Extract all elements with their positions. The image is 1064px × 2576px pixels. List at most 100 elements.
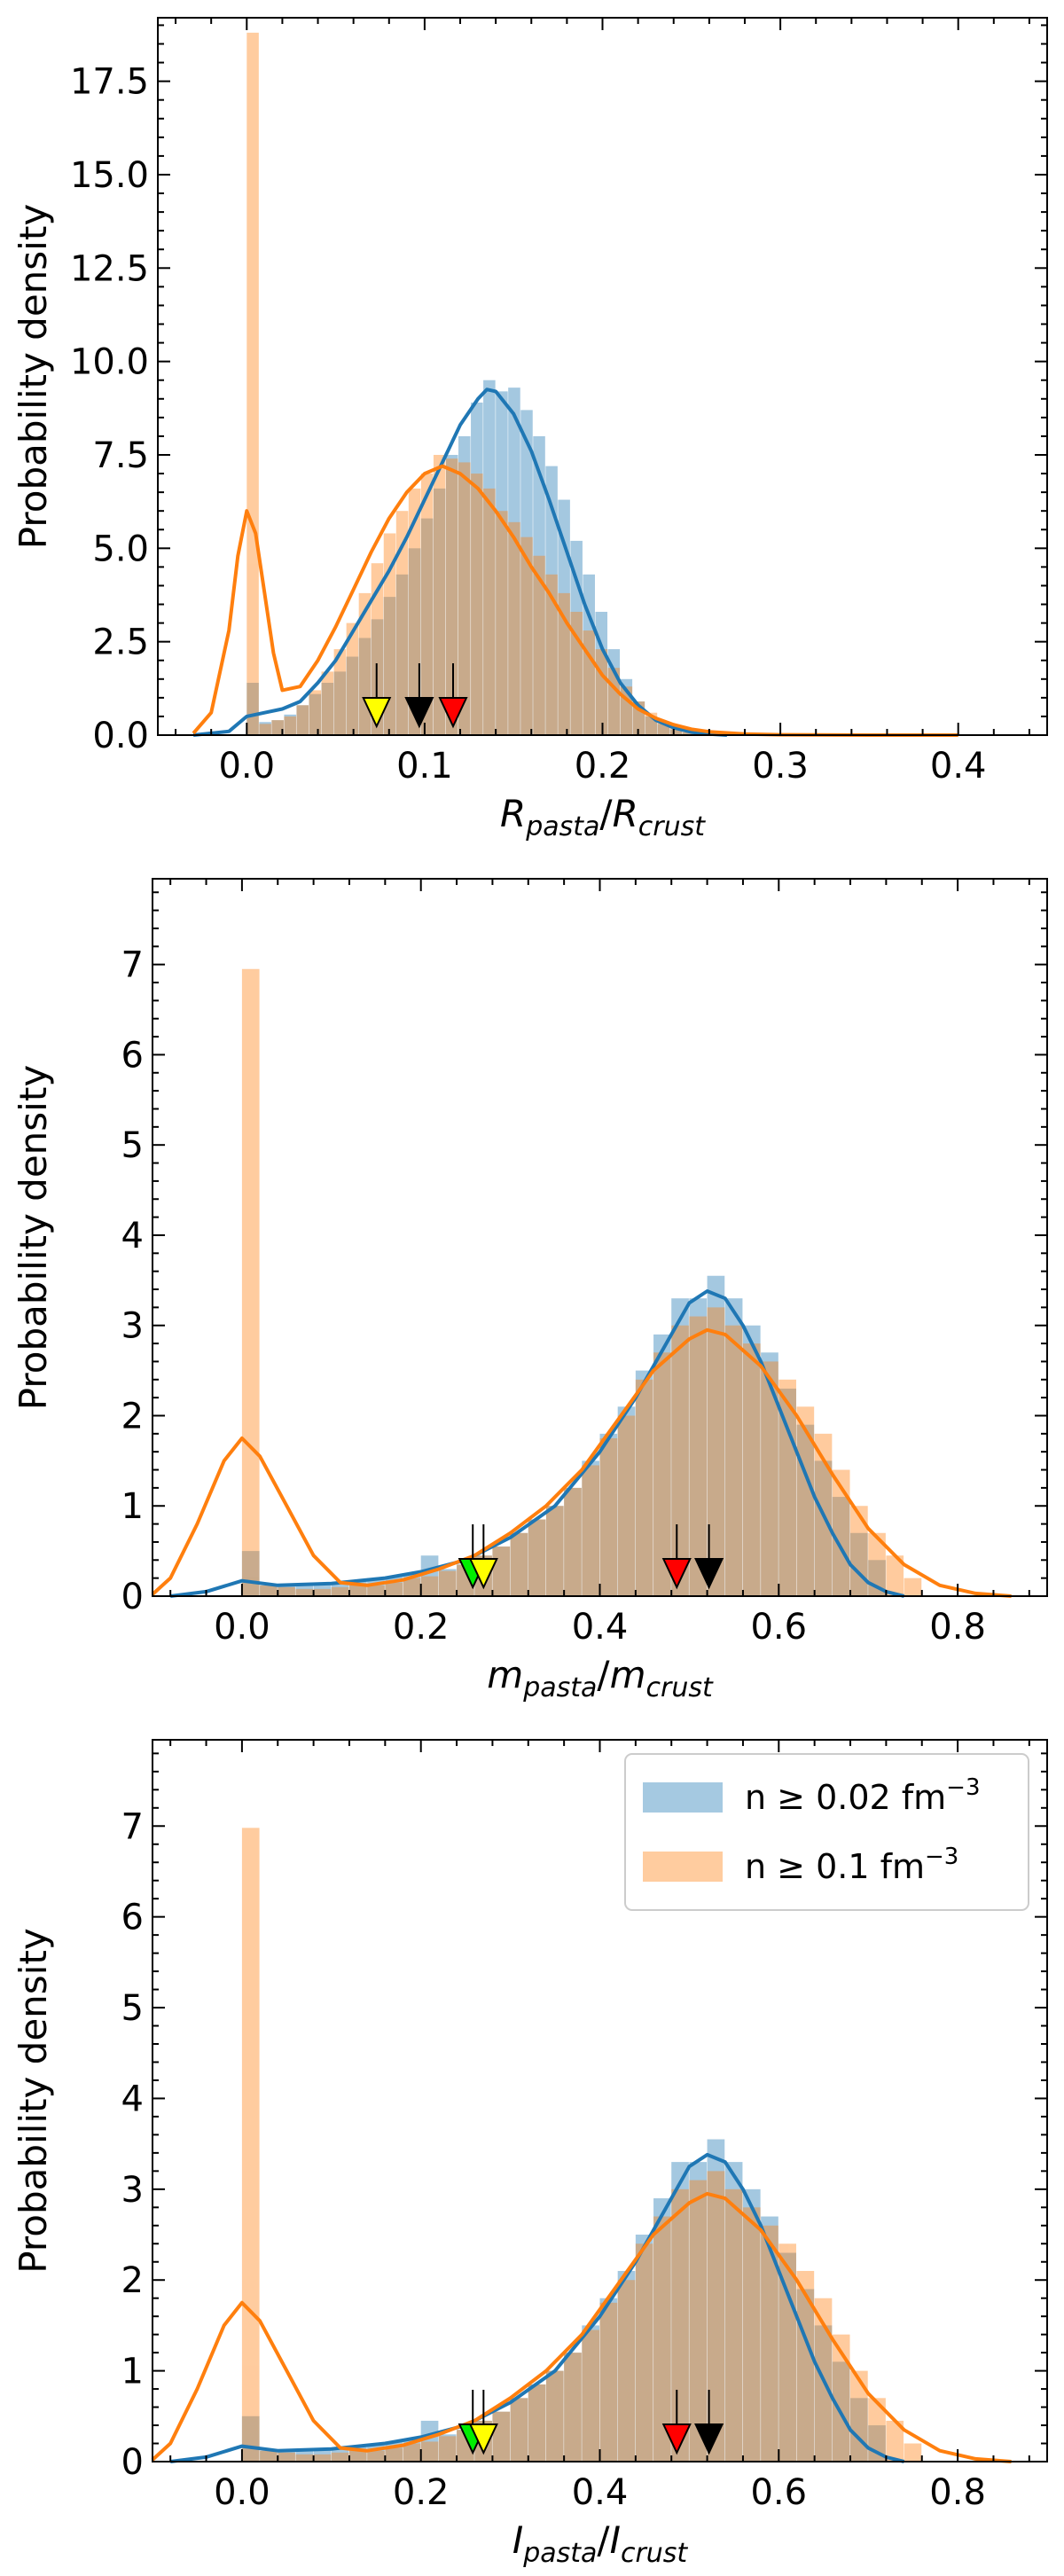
y-tick-label: 1 (121, 2352, 144, 2392)
histogram-bar (278, 2452, 295, 2462)
y-tick-label: 6 (121, 1898, 144, 1938)
histogram-bar (868, 2425, 886, 2462)
histogram-bar (367, 2450, 385, 2462)
legend-label: n ≥ 0.02 fm−3 (745, 1774, 981, 1817)
kde-curve-2 (151, 2191, 1012, 2463)
x-axis-label-part: R (613, 792, 638, 835)
legend-label: n ≥ 0.1 fm−3 (745, 1844, 958, 1886)
x-axis-label: mpasta/mcrust (487, 1653, 714, 1703)
legend-box (624, 1753, 1029, 1911)
histogram-bar (599, 2302, 618, 2462)
histogram-bar (671, 2188, 689, 2462)
y-axis-label: Probability density (12, 1928, 55, 2273)
histogram-bar (260, 2450, 278, 2462)
histogram-bar (278, 1584, 295, 1596)
x-axis-label-subscript: crust (638, 811, 706, 842)
histogram-bar (510, 2398, 528, 2462)
histogram-bar (271, 720, 284, 735)
x-tick-label: 0.0 (218, 746, 275, 787)
histogram-bar (510, 1532, 528, 1596)
histogram-bar (331, 2447, 349, 2462)
histogram-bar (433, 488, 446, 735)
x-tick-label: 0.8 (929, 1607, 986, 1648)
histogram-bar (761, 2225, 778, 2462)
y-tick-label: 5 (121, 1125, 144, 1166)
histogram-bar (246, 683, 259, 735)
histogram-bar (295, 1585, 314, 1596)
histogram-bar (671, 1325, 689, 1596)
histogram-bar (533, 555, 545, 735)
histogram-bar (635, 1370, 653, 1596)
y-tick-label: 3 (121, 2170, 144, 2211)
histogram-bar (246, 32, 259, 735)
histogram-bar (724, 2162, 743, 2462)
histogram-bar (742, 1343, 761, 1596)
histogram-bar (510, 2398, 528, 2462)
histogram-bar (520, 536, 533, 735)
kde-curve-2 (151, 1327, 1012, 1598)
y-tick-label: 3 (121, 1306, 144, 1347)
marker-triangle (694, 2423, 724, 2455)
histogram-bar (403, 1578, 421, 1596)
histogram-bar (367, 1585, 385, 1596)
histogram-bar (545, 2370, 564, 2462)
histogram-bar (671, 2162, 689, 2462)
y-tick-label: 15.0 (70, 155, 149, 196)
histogram-bar (420, 1555, 439, 1596)
y-tick-label: 6 (121, 1035, 144, 1076)
legend-swatch (643, 1782, 723, 1813)
y-tick-label: 0 (121, 1577, 144, 1617)
x-axis-label-part: I (512, 2518, 523, 2562)
histogram-bar (259, 722, 271, 735)
histogram-bar (778, 1379, 796, 1596)
histogram-bar (545, 574, 558, 735)
x-tick-label: 0.1 (396, 746, 453, 787)
histogram-bar (241, 2415, 260, 2462)
x-tick-label: 0.2 (393, 2472, 450, 2513)
histogram-bar (564, 2353, 582, 2462)
histogram-bar (582, 1465, 599, 1596)
y-tick-label: 0 (121, 2442, 144, 2483)
histogram-bar (904, 1578, 922, 1596)
kde-curve-1 (192, 388, 728, 737)
histogram-bar (331, 1586, 349, 1596)
histogram-bar (508, 388, 520, 735)
histogram-bar (886, 2420, 904, 2462)
histogram-series-2 (241, 968, 922, 1596)
histogram-bar (796, 2289, 815, 2462)
histogram-bar (832, 1469, 850, 1596)
legend-swatch (643, 1852, 723, 1882)
kde-curve-2 (192, 464, 958, 737)
histogram-bar (533, 435, 545, 735)
marker-triangle (404, 697, 434, 729)
histogram-bar (724, 1298, 743, 1596)
histogram-bar (420, 518, 434, 735)
x-tick-label: 0.6 (750, 2472, 807, 2513)
x-axis-label-subscript: pasta (525, 811, 599, 842)
histogram-bar (564, 1487, 582, 1596)
histogram-bar (545, 1506, 564, 1596)
histogram-series-1 (241, 1275, 886, 1596)
histogram-bar (653, 2216, 671, 2462)
marker-triangle (468, 1558, 498, 1590)
y-tick-label: 0.0 (92, 716, 149, 756)
histogram-bar (814, 2325, 833, 2462)
histogram-bar (761, 2216, 778, 2462)
marker-triangle (468, 2423, 498, 2455)
histogram-bar (850, 2370, 868, 2462)
histogram-bar (742, 2188, 761, 2462)
histogram-bar (635, 2243, 653, 2462)
histogram-bar (420, 2420, 439, 2462)
histogram-bar (331, 1582, 349, 1596)
x-axis-label-subscript: crust (621, 2538, 688, 2569)
histogram-bar (420, 474, 434, 735)
histogram-bar (346, 622, 359, 735)
x-axis-label-part: m (487, 1653, 523, 1696)
histogram-bar (617, 2280, 636, 2462)
legend-label-superscript: −3 (946, 1774, 980, 1801)
histogram-bar (321, 683, 334, 735)
histogram-bar (395, 574, 409, 735)
histogram-bar (653, 1334, 671, 1596)
histogram-bar (582, 2329, 599, 2462)
histogram-bar (492, 1546, 511, 1596)
